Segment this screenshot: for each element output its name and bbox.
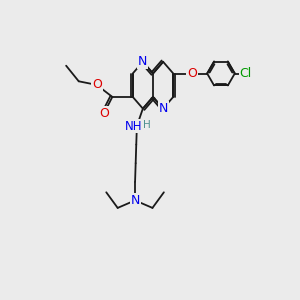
Text: NH: NH bbox=[125, 119, 142, 133]
Text: O: O bbox=[187, 67, 197, 80]
Text: N: N bbox=[130, 194, 140, 207]
Text: H: H bbox=[142, 120, 150, 130]
Text: N: N bbox=[138, 55, 148, 68]
Text: N: N bbox=[158, 102, 168, 115]
Text: O: O bbox=[92, 78, 102, 92]
Text: O: O bbox=[99, 107, 109, 120]
Text: Cl: Cl bbox=[240, 67, 252, 80]
